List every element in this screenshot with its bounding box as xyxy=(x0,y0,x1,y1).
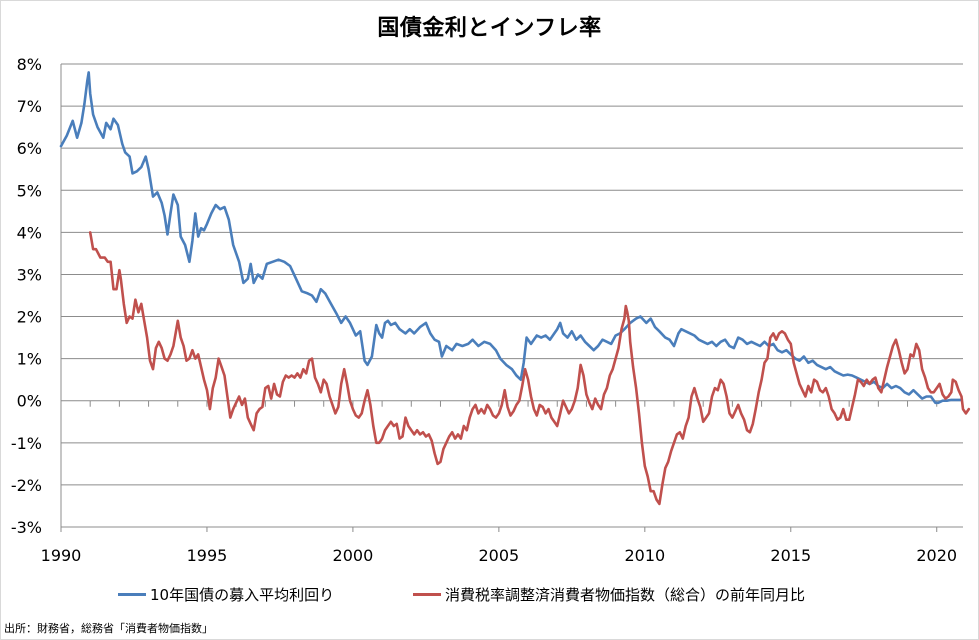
legend-item-bond-yield: 10年国債の募入平均利回り xyxy=(118,584,334,605)
gridlines xyxy=(61,63,963,486)
y-tick-label: -1% xyxy=(11,434,42,453)
y-tick-label: 3% xyxy=(17,265,42,284)
legend-item-cpi: 消費税率調整済消費者物価指数（総合）の前年同月比 xyxy=(413,584,805,605)
axes xyxy=(60,64,963,532)
x-tick-label: 1990 xyxy=(41,546,82,565)
x-tick-label: 2015 xyxy=(770,546,811,565)
tick-labels: -3% -2% -1% 0% 1% 2% 3% 4% 5% 6% 7% 8% 1990 1995 2000 2… xyxy=(11,55,957,565)
legend-label-cpi: 消費税率調整済消費者物価指数（総合）の前年同月比 xyxy=(445,586,806,604)
chart-title: 国債金利とインフレ率 xyxy=(377,16,602,41)
y-tick-label: 8% xyxy=(17,55,42,74)
legend-swatch-bond-yield xyxy=(118,593,146,596)
series-line-1 xyxy=(88,231,971,506)
x-tick-label: 2010 xyxy=(624,546,665,565)
x-tick-label: 2005 xyxy=(479,546,520,565)
x-tick-label: 1995 xyxy=(187,546,228,565)
source-note: 出所：財務省，総務省「消費者物価指数」 xyxy=(4,622,213,635)
y-tick-label: -2% xyxy=(11,476,42,495)
legend: 10年国債の募入平均利回り 消費税率調整済消費者物価指数（総合）の前年同月比 xyxy=(0,584,979,606)
y-tick-label: 4% xyxy=(17,223,42,242)
x-tick-label: 2000 xyxy=(333,546,374,565)
legend-label-bond-yield: 10年国債の募入平均利回り xyxy=(150,586,335,604)
x-tick-label: 2020 xyxy=(916,546,957,565)
y-tick-label: 2% xyxy=(17,308,42,327)
legend-swatch-cpi xyxy=(413,593,441,596)
series-line-0 xyxy=(59,71,962,405)
y-tick-label: 6% xyxy=(17,139,42,158)
y-tick-label: -3% xyxy=(11,518,42,537)
y-tick-label: 5% xyxy=(17,181,42,200)
y-tick-label: 7% xyxy=(17,97,42,116)
y-tick-label: 1% xyxy=(17,350,42,369)
series-lines xyxy=(59,71,971,506)
y-tick-label: 0% xyxy=(17,392,42,411)
